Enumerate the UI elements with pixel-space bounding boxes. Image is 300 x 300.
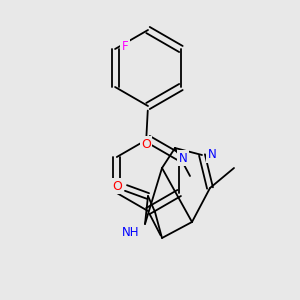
Text: N: N — [208, 148, 216, 161]
Text: O: O — [141, 137, 151, 151]
Text: F: F — [122, 40, 128, 52]
Text: O: O — [112, 179, 122, 193]
Text: NH: NH — [122, 226, 140, 238]
Text: N: N — [178, 152, 188, 164]
